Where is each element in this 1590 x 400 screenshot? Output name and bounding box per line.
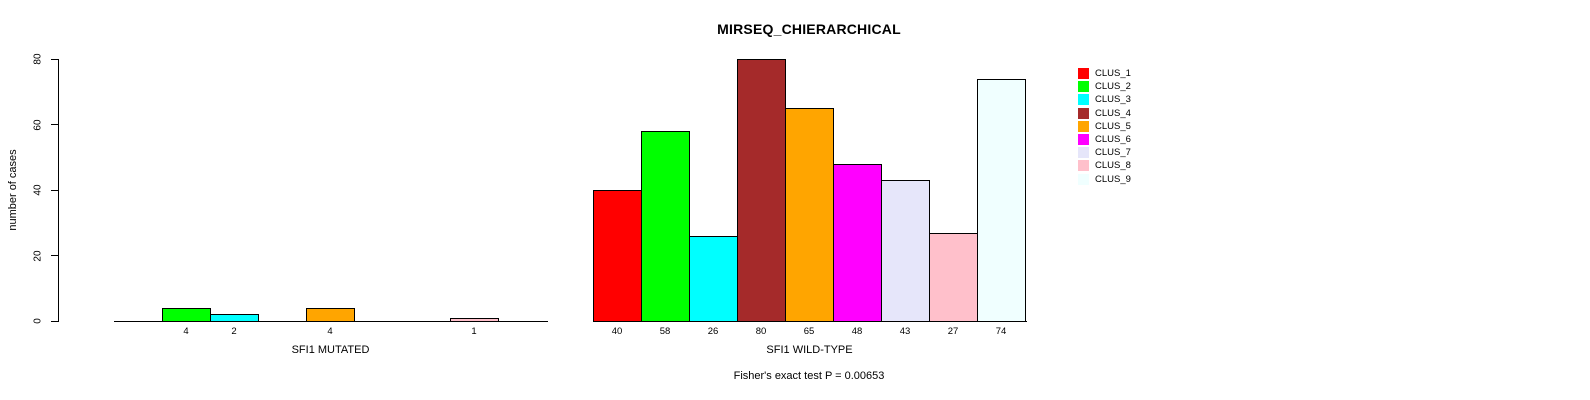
group-label-mutated: SFI1 MUTATED	[291, 344, 370, 356]
legend-color-swatch-clus_7	[1078, 147, 1089, 159]
y-tick-label: 40	[32, 184, 44, 196]
legend-item-label: CLUS_8	[1095, 160, 1131, 172]
legend-item: CLUS_3	[1078, 93, 1131, 106]
legend-item-label: CLUS_4	[1095, 107, 1131, 119]
y-tick-label: 60	[32, 118, 44, 131]
bar-clus_1	[593, 190, 642, 322]
legend-color-swatch-clus_9	[1078, 173, 1089, 185]
legend-color-swatch-clus_5	[1078, 120, 1089, 132]
bar-clus_4	[737, 59, 786, 322]
bar-clus_8	[929, 233, 978, 322]
bar-value-label: 2	[231, 326, 237, 337]
legend-item: CLUS_5	[1078, 120, 1131, 133]
bar-value-label: 27	[947, 326, 959, 337]
legend-item-label: CLUS_2	[1095, 81, 1131, 93]
legend-item: CLUS_7	[1078, 146, 1131, 159]
bar-clus_5	[306, 308, 355, 322]
bar-value-label: 4	[327, 326, 333, 337]
bar-clus_9	[977, 79, 1026, 322]
legend-item-label: CLUS_7	[1095, 147, 1131, 159]
legend-item: CLUS_6	[1078, 133, 1131, 146]
y-tick-label: 20	[32, 249, 44, 262]
legend-color-swatch-clus_6	[1078, 134, 1089, 146]
legend: CLUS_1 CLUS_2 CLUS_3 CLUS_4 CLUS_5 CLUS_6 CLUS…	[1078, 67, 1131, 186]
fisher-test-note: Fisher's exact test P = 0.00653	[733, 370, 885, 382]
legend-item: CLUS_1	[1078, 67, 1131, 80]
legend-item: CLUS_4	[1078, 107, 1131, 120]
y-tick-mark	[51, 124, 58, 125]
bar-value-label: 74	[995, 326, 1007, 337]
legend-color-swatch-clus_3	[1078, 94, 1089, 106]
y-tick-label: 80	[32, 53, 44, 65]
bar-clus_8	[450, 318, 499, 322]
legend-color-swatch-clus_1	[1078, 68, 1089, 80]
legend-color-swatch-clus_2	[1078, 81, 1089, 93]
legend-color-swatch-clus_4	[1078, 107, 1089, 119]
bar-clus_7	[881, 180, 930, 322]
legend-color-swatch-clus_8	[1078, 160, 1089, 172]
bar-clus_6	[833, 164, 882, 322]
legend-item-label: CLUS_9	[1095, 173, 1131, 185]
bar-clus_5	[785, 108, 834, 322]
legend-item-label: CLUS_3	[1095, 94, 1131, 106]
y-tick-mark	[51, 255, 58, 256]
bar-value-label: 58	[659, 326, 671, 337]
plot-title: MIRSEQ_CHIERARCHICAL	[717, 21, 901, 37]
legend-item: CLUS_8	[1078, 159, 1131, 172]
bar-value-label: 43	[899, 326, 911, 337]
legend-item: CLUS_2	[1078, 80, 1131, 93]
legend-item-label: CLUS_6	[1095, 134, 1131, 146]
bar-value-label: 26	[707, 326, 719, 337]
bar-clus_2	[641, 131, 690, 322]
bar-value-label: 48	[851, 326, 863, 337]
y-axis-line	[58, 59, 59, 322]
y-tick-mark	[51, 189, 58, 191]
bar-value-label: 40	[611, 326, 623, 337]
bar-clus_3	[210, 314, 259, 322]
bar-value-label: 80	[755, 326, 767, 337]
bar-value-label: 1	[471, 326, 477, 337]
bar-clus_2	[162, 308, 211, 322]
legend-item-label: CLUS_5	[1095, 120, 1131, 132]
bar-value-label: 4	[183, 326, 189, 337]
y-tick-mark	[51, 320, 58, 322]
bar-value-label: 65	[803, 326, 815, 337]
y-tick-mark	[51, 58, 58, 60]
legend-item-label: CLUS_1	[1095, 68, 1131, 80]
y-tick-label: 0	[32, 318, 44, 324]
legend-item: CLUS_9	[1078, 173, 1131, 186]
y-axis-title: number of cases	[7, 149, 19, 231]
bar-clus_3	[689, 236, 738, 322]
group-label-wild-type: SFI1 WILD-TYPE	[766, 344, 853, 356]
